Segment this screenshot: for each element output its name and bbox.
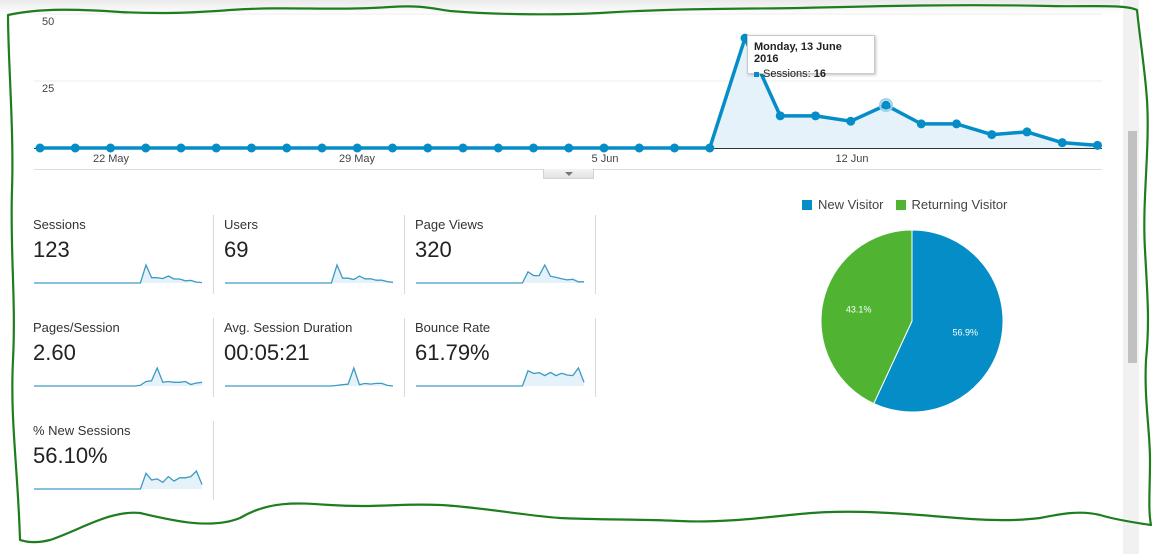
metric-label: Pages/Session: [33, 320, 120, 335]
data-point[interactable]: [529, 143, 538, 153]
metric-tile-pages-per-session[interactable]: Pages/Session 2.60: [23, 318, 214, 397]
legend-item-returning-visitor[interactable]: Returning Visitor: [895, 197, 1008, 212]
metric-value: 2.60: [33, 340, 76, 365]
sparkline-pages-per-session: [34, 366, 203, 387]
data-point[interactable]: [1057, 138, 1067, 148]
data-point[interactable]: [811, 111, 820, 121]
y-tick-50: 50: [42, 16, 55, 28]
scrollbar-thumb[interactable]: [1128, 131, 1137, 363]
legend-label: Returning Visitor: [911, 197, 1008, 212]
chevron-down-icon: [564, 171, 573, 176]
metric-tile-sessions[interactable]: Sessions 123: [23, 215, 214, 294]
metric-value: 56.10%: [33, 443, 108, 468]
data-point[interactable]: [70, 143, 80, 153]
x-tick-22-may: 22 May: [92, 153, 130, 165]
data-point[interactable]: [317, 143, 327, 153]
sessions-overview-chart[interactable]: 50 25 22 May 29 May 5 Jun 12 Jun Monday,…: [0, 0, 1120, 180]
metric-tile-bounce-rate[interactable]: Bounce Rate 61.79%: [405, 318, 596, 397]
legend-label: New Visitor: [818, 197, 884, 212]
sparkline-sessions: [34, 263, 203, 284]
returning-visitor-swatch-icon: [895, 199, 906, 210]
x-tick-29-may: 29 May: [338, 153, 376, 165]
x-tick-12-jun: 12 Jun: [835, 153, 869, 165]
metric-tile-new-sessions[interactable]: % New Sessions 56.10%: [23, 421, 214, 500]
data-point[interactable]: [388, 143, 397, 153]
data-point[interactable]: [352, 143, 362, 153]
sparkline-users: [225, 263, 394, 284]
sparkline-avg-session-duration: [225, 365, 394, 387]
data-point[interactable]: [881, 100, 891, 110]
data-point[interactable]: [282, 143, 292, 153]
data-point[interactable]: [670, 143, 679, 153]
data-point[interactable]: [916, 119, 926, 129]
data-point[interactable]: [634, 143, 644, 153]
data-point[interactable]: [599, 143, 609, 153]
data-point[interactable]: [846, 116, 856, 126]
x-tick-5-jun: 5 Jun: [591, 153, 619, 165]
metric-label: Sessions: [33, 217, 86, 232]
data-point[interactable]: [211, 143, 221, 153]
data-point[interactable]: [1093, 140, 1102, 150]
metric-label: Page Views: [415, 217, 484, 232]
data-point[interactable]: [247, 143, 256, 153]
series-swatch-icon: [754, 71, 759, 77]
data-point[interactable]: [35, 143, 45, 153]
sessions-line-chart[interactable]: [0, 0, 1120, 180]
metric-tile-users[interactable]: Users 69: [214, 215, 405, 294]
visitor-type-pie-chart[interactable]: 56.9% 43.1%: [820, 229, 1006, 415]
metric-label: Users: [224, 217, 258, 232]
sparkline-bounce-rate: [416, 366, 585, 387]
chart-tooltip: Monday, 13 June 2016 Sessions: 16: [747, 35, 875, 80]
data-point[interactable]: [952, 119, 961, 129]
sparkline-page-views: [416, 263, 584, 284]
data-point[interactable]: [775, 111, 785, 121]
visitor-pie-legend: New Visitor Returning Visitor: [802, 197, 1007, 212]
metric-value: 00:05:21: [224, 340, 310, 365]
metric-value: 123: [33, 237, 70, 262]
data-point[interactable]: [423, 143, 433, 153]
y-tick-25: 25: [42, 83, 55, 95]
data-point[interactable]: [141, 143, 151, 153]
data-point[interactable]: [458, 143, 468, 153]
metric-tile-avg-session-duration[interactable]: Avg. Session Duration 00:05:21: [214, 318, 405, 397]
tooltip-series-value: 16: [813, 68, 826, 80]
data-point[interactable]: [493, 143, 503, 153]
metric-label: Bounce Rate: [415, 320, 491, 335]
metric-label: Avg. Session Duration: [224, 320, 353, 335]
legend-item-new-visitor[interactable]: New Visitor: [802, 197, 884, 212]
pie-slice-label-returning-visitor: 43.1%: [846, 304, 872, 314]
data-point[interactable]: [564, 143, 574, 153]
data-point[interactable]: [987, 130, 997, 140]
pie-slice-label-new-visitor: 56.9%: [953, 328, 979, 338]
data-point[interactable]: [1022, 127, 1032, 137]
new-visitor-swatch-icon: [802, 199, 812, 210]
tooltip-series-row: Sessions: 16: [754, 68, 868, 80]
data-point[interactable]: [106, 143, 115, 153]
data-point[interactable]: [176, 143, 186, 153]
metric-value: 69: [224, 237, 249, 262]
sparkline-new-sessions: [34, 469, 203, 490]
tooltip-date: Monday, 13 June 2016: [754, 41, 842, 65]
metric-tile-page-views[interactable]: Page Views 320: [405, 215, 596, 294]
metric-value: 320: [415, 237, 452, 262]
metric-value: 61.79%: [415, 340, 490, 365]
metric-label: % New Sessions: [33, 423, 131, 438]
data-point[interactable]: [705, 143, 715, 153]
collapse-chart-button[interactable]: [543, 169, 594, 179]
tooltip-series-label: Sessions:: [763, 68, 811, 80]
